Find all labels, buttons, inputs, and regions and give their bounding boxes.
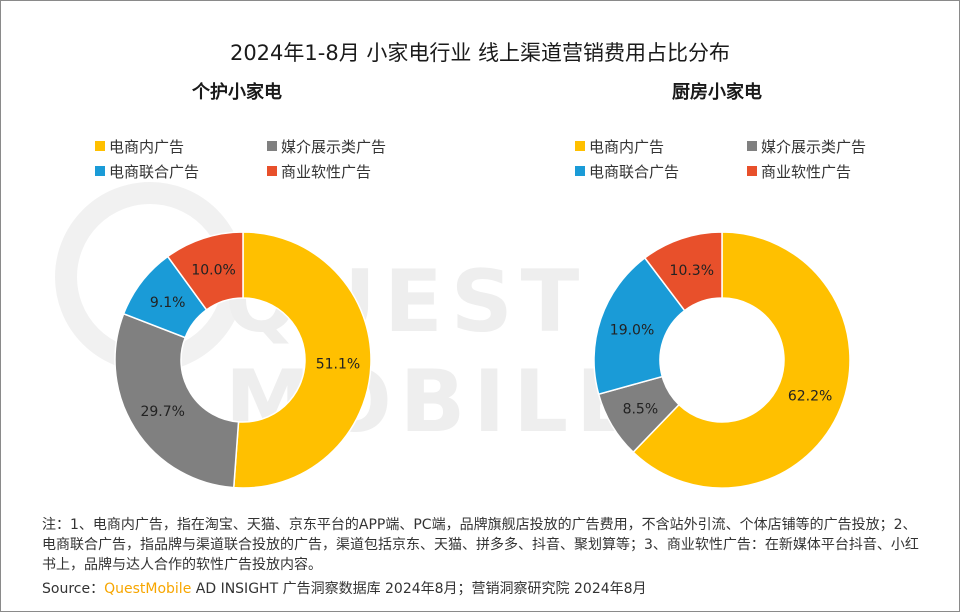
legend-swatch (575, 166, 585, 176)
data-label: 8.5% (623, 402, 659, 418)
legend-swatch (95, 166, 105, 176)
donut-slice (166, 231, 244, 311)
donut-slice (593, 256, 686, 396)
legend-swatch (267, 141, 277, 151)
source-prefix: Source： (42, 581, 105, 597)
data-label: 62.2% (788, 389, 832, 405)
legend-swatch (747, 141, 757, 151)
legend-label: 媒介展示类广告 (761, 138, 867, 156)
legend-item: 媒介展示类广告 (747, 136, 866, 157)
legend-item: 电商内广告 (575, 136, 664, 157)
data-label: 51.1% (316, 356, 360, 372)
chart-subtitle-kitchen: 厨房小家电 (672, 82, 762, 103)
donut-chart-kitchen: 62.2% 8.5% 19.0% 10.3% (593, 231, 851, 489)
data-label: 19.0% (610, 323, 654, 339)
legend-label: 商业软性广告 (281, 163, 372, 181)
legend-item: 媒介展示类广告 (267, 136, 386, 157)
legend-swatch (575, 141, 585, 151)
legend-label: 电商联合广告 (589, 163, 680, 181)
data-label: 9.1% (150, 295, 186, 311)
chart-subtitle-personal-care: 个护小家电 (192, 82, 282, 103)
donut-slice (114, 312, 240, 489)
legend-item: 电商联合广告 (575, 161, 679, 182)
source-line: Source：QuestMobile AD INSIGHT 广告洞察数据库 20… (42, 578, 647, 598)
donut-slice (232, 231, 372, 489)
donut-chart-personal-care: 51.1% 29.7% 9.1% 10.0% (114, 231, 372, 489)
legend-label: 电商内广告 (589, 138, 665, 156)
donut-slice (632, 231, 851, 489)
footnote: 注：1、电商内广告，指在淘宝、天猫、京东平台的APP端、PC端，品牌旗舰店投放的… (42, 517, 919, 573)
donut-slice (643, 231, 723, 312)
data-label: 29.7% (140, 404, 184, 420)
legend-label: 商业软性广告 (761, 163, 852, 181)
source-brand: QuestMobile (104, 581, 192, 597)
legend-label: 媒介展示类广告 (281, 138, 387, 156)
legend-swatch (747, 166, 757, 176)
legend-item: 电商联合广告 (95, 161, 199, 182)
legend-label: 电商联合广告 (109, 163, 200, 181)
legend-item: 商业软性广告 (747, 161, 851, 182)
source-rest: AD INSIGHT 广告洞察数据库 2024年8月；营销洞察研究院 2024年… (191, 581, 647, 597)
data-label: 10.0% (191, 263, 235, 279)
chart-title: 2024年1-8月 小家电行业 线上渠道营销费用占比分布 (229, 41, 731, 65)
legend-item: 电商内广告 (95, 136, 184, 157)
legend-label: 电商内广告 (109, 138, 185, 156)
legend-item: 商业软性广告 (267, 161, 371, 182)
data-label: 10.3% (670, 263, 714, 279)
legend-swatch (267, 166, 277, 176)
legend-swatch (95, 141, 105, 151)
